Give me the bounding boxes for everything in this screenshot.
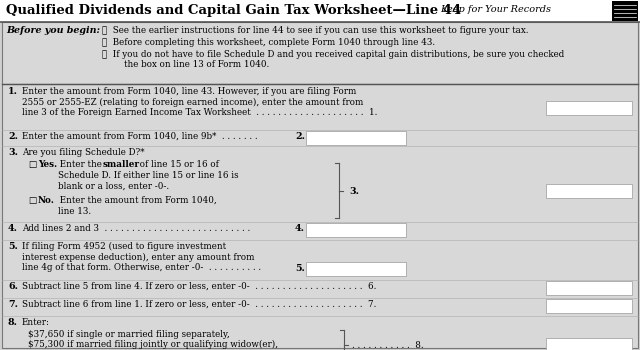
- Text: □: □: [28, 160, 36, 169]
- Text: Qualified Dividends and Capital Gain Tax Worksheet—Line 44: Qualified Dividends and Capital Gain Tax…: [6, 4, 461, 17]
- Text: . . . . . . . . . . .  8.: . . . . . . . . . . . 8.: [352, 341, 424, 350]
- Text: ✓  If you do not have to file Schedule D and you received capital gain distribut: ✓ If you do not have to file Schedule D …: [102, 50, 564, 69]
- Text: Subtract line 6 from line 1. If zero or less, enter -0-  . . . . . . . . . . . .: Subtract line 6 from line 1. If zero or …: [22, 300, 376, 309]
- Text: Keep for Your Records: Keep for Your Records: [440, 5, 551, 14]
- Text: 1.: 1.: [8, 87, 18, 96]
- Bar: [612, 1, 638, 21]
- Bar: [306, 131, 406, 145]
- Text: ✓  See the earlier instructions for line 44 to see if you can use this worksheet: ✓ See the earlier instructions for line …: [102, 26, 529, 35]
- Text: 5.: 5.: [295, 264, 305, 273]
- Bar: [546, 281, 632, 295]
- Bar: [2, 22, 638, 84]
- Text: 6.: 6.: [8, 282, 18, 291]
- Text: ✓  Before completing this worksheet, complete Form 1040 through line 43.: ✓ Before completing this worksheet, comp…: [102, 38, 435, 47]
- Text: line 13.: line 13.: [58, 207, 91, 216]
- Text: 4.: 4.: [295, 224, 305, 233]
- Text: Are you filing Schedule D?*: Are you filing Schedule D?*: [22, 148, 145, 157]
- Text: Enter the amount from Form 1040, line 43. However, if you are filing Form
2555 o: Enter the amount from Form 1040, line 43…: [22, 87, 378, 117]
- Text: Enter the amount from Form 1040, line 9b*  . . . . . . .: Enter the amount from Form 1040, line 9b…: [22, 132, 258, 141]
- Text: Schedule D. If either line 15 or line 16 is: Schedule D. If either line 15 or line 16…: [58, 171, 239, 180]
- Text: $37,650 if single or married filing separately,: $37,650 if single or married filing sepa…: [28, 330, 230, 339]
- Bar: [546, 299, 632, 313]
- Text: 8.: 8.: [8, 318, 18, 327]
- Text: Subtract line 5 from line 4. If zero or less, enter -0-  . . . . . . . . . . . .: Subtract line 5 from line 4. If zero or …: [22, 282, 376, 291]
- Text: If filing Form 4952 (used to figure investment
interest expense deduction), ente: If filing Form 4952 (used to figure inve…: [22, 242, 261, 272]
- Text: blank or a loss, enter -0-.: blank or a loss, enter -0-.: [58, 182, 169, 191]
- Text: Enter the amount from Form 1040,: Enter the amount from Form 1040,: [57, 196, 217, 205]
- Text: 3.: 3.: [8, 148, 18, 157]
- Text: 3.: 3.: [349, 187, 359, 196]
- Text: $75,300 if married filing jointly or qualifying widow(er),: $75,300 if married filing jointly or qua…: [28, 340, 278, 349]
- Text: □: □: [28, 196, 36, 205]
- Bar: [306, 262, 406, 276]
- Text: Enter:: Enter:: [22, 318, 50, 327]
- Text: 2.: 2.: [8, 132, 18, 141]
- Text: No.: No.: [38, 196, 55, 205]
- Text: Enter the: Enter the: [57, 160, 104, 169]
- Bar: [546, 338, 632, 350]
- Text: smaller: smaller: [103, 160, 140, 169]
- Text: of line 15 or 16 of: of line 15 or 16 of: [137, 160, 219, 169]
- Text: 2.: 2.: [295, 132, 305, 141]
- Bar: [546, 101, 632, 115]
- Text: Yes.: Yes.: [38, 160, 57, 169]
- Text: 4.: 4.: [8, 224, 18, 233]
- Text: Before you begin:: Before you begin:: [6, 26, 100, 35]
- Text: Add lines 2 and 3  . . . . . . . . . . . . . . . . . . . . . . . . . . .: Add lines 2 and 3 . . . . . . . . . . . …: [22, 224, 250, 233]
- Bar: [546, 183, 632, 197]
- Bar: [0, 0, 640, 22]
- Text: 5.: 5.: [8, 242, 18, 251]
- Bar: [2, 84, 638, 348]
- Text: 7.: 7.: [8, 300, 18, 309]
- Bar: [306, 223, 406, 237]
